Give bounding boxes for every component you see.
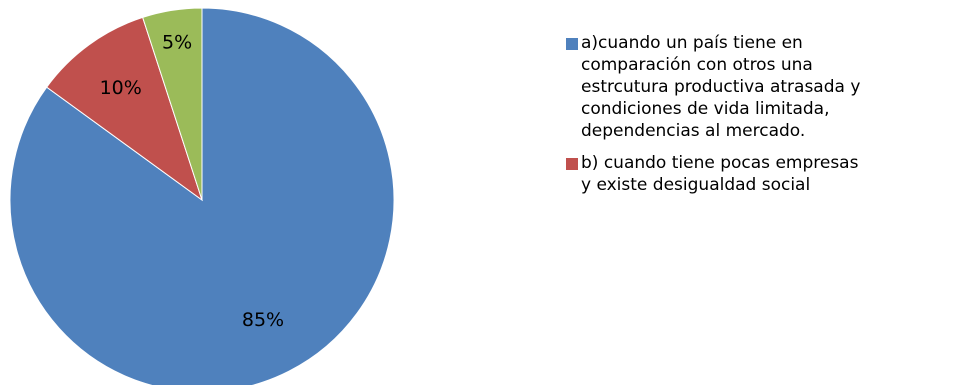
pie-slice (142, 7, 203, 201)
slice-data-label: 10% (100, 77, 142, 99)
legend-label-line: condiciones de vida limitada, (581, 99, 830, 119)
legend-label-line: dependencias al mercado. (581, 121, 806, 141)
legend-label-line: estrcutura productiva atrasada y (581, 77, 861, 97)
legend-label-line: comparación con otros una (581, 55, 813, 75)
legend-item: a)cuando un país tiene en comparación co… (566, 32, 971, 142)
pie-plot-area: 85% 10% 5% (9, 7, 395, 385)
pie-slice (45, 16, 203, 202)
legend-swatch (566, 158, 578, 170)
legend-label-line: y existe desigualdad social (581, 175, 811, 195)
legend-item: b) cuando tiene pocas empresas y existe … (566, 152, 971, 196)
legend-swatch (566, 38, 578, 50)
legend-label: b) cuando tiene pocas empresas y existe … (581, 152, 971, 196)
pie-data-labels: 85% 10% 5% (100, 32, 285, 331)
legend-label-line: b) cuando tiene pocas empresas (581, 153, 859, 173)
chart-legend: a)cuando un país tiene en comparación co… (566, 32, 971, 206)
slice-data-label: 85% (242, 309, 284, 331)
pie-slices (9, 7, 395, 385)
legend-label-line: a)cuando un país tiene en (581, 33, 803, 53)
legend-label: a)cuando un país tiene en comparación co… (581, 32, 971, 142)
slice-data-label: 5% (162, 32, 192, 54)
